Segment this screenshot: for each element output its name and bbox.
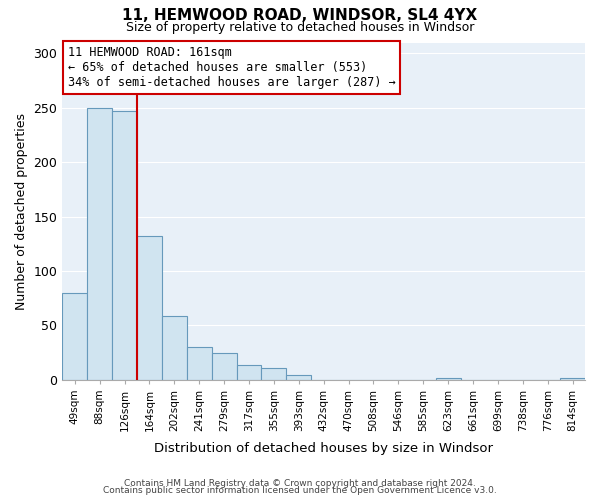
Y-axis label: Number of detached properties: Number of detached properties	[15, 112, 28, 310]
Text: 11 HEMWOOD ROAD: 161sqm
← 65% of detached houses are smaller (553)
34% of semi-d: 11 HEMWOOD ROAD: 161sqm ← 65% of detache…	[68, 46, 395, 89]
Bar	[162, 316, 187, 380]
Bar	[187, 347, 212, 380]
Bar	[286, 376, 311, 380]
Bar	[560, 378, 585, 380]
Bar	[436, 378, 461, 380]
Text: Contains public sector information licensed under the Open Government Licence v3: Contains public sector information licen…	[103, 486, 497, 495]
Bar	[87, 108, 112, 380]
Bar	[262, 368, 286, 380]
Bar	[112, 111, 137, 380]
Text: Size of property relative to detached houses in Windsor: Size of property relative to detached ho…	[126, 22, 474, 35]
Bar	[236, 364, 262, 380]
X-axis label: Distribution of detached houses by size in Windsor: Distribution of detached houses by size …	[154, 442, 493, 455]
Bar	[137, 236, 162, 380]
Bar	[62, 292, 87, 380]
Text: 11, HEMWOOD ROAD, WINDSOR, SL4 4YX: 11, HEMWOOD ROAD, WINDSOR, SL4 4YX	[122, 8, 478, 22]
Text: Contains HM Land Registry data © Crown copyright and database right 2024.: Contains HM Land Registry data © Crown c…	[124, 478, 476, 488]
Bar	[212, 352, 236, 380]
